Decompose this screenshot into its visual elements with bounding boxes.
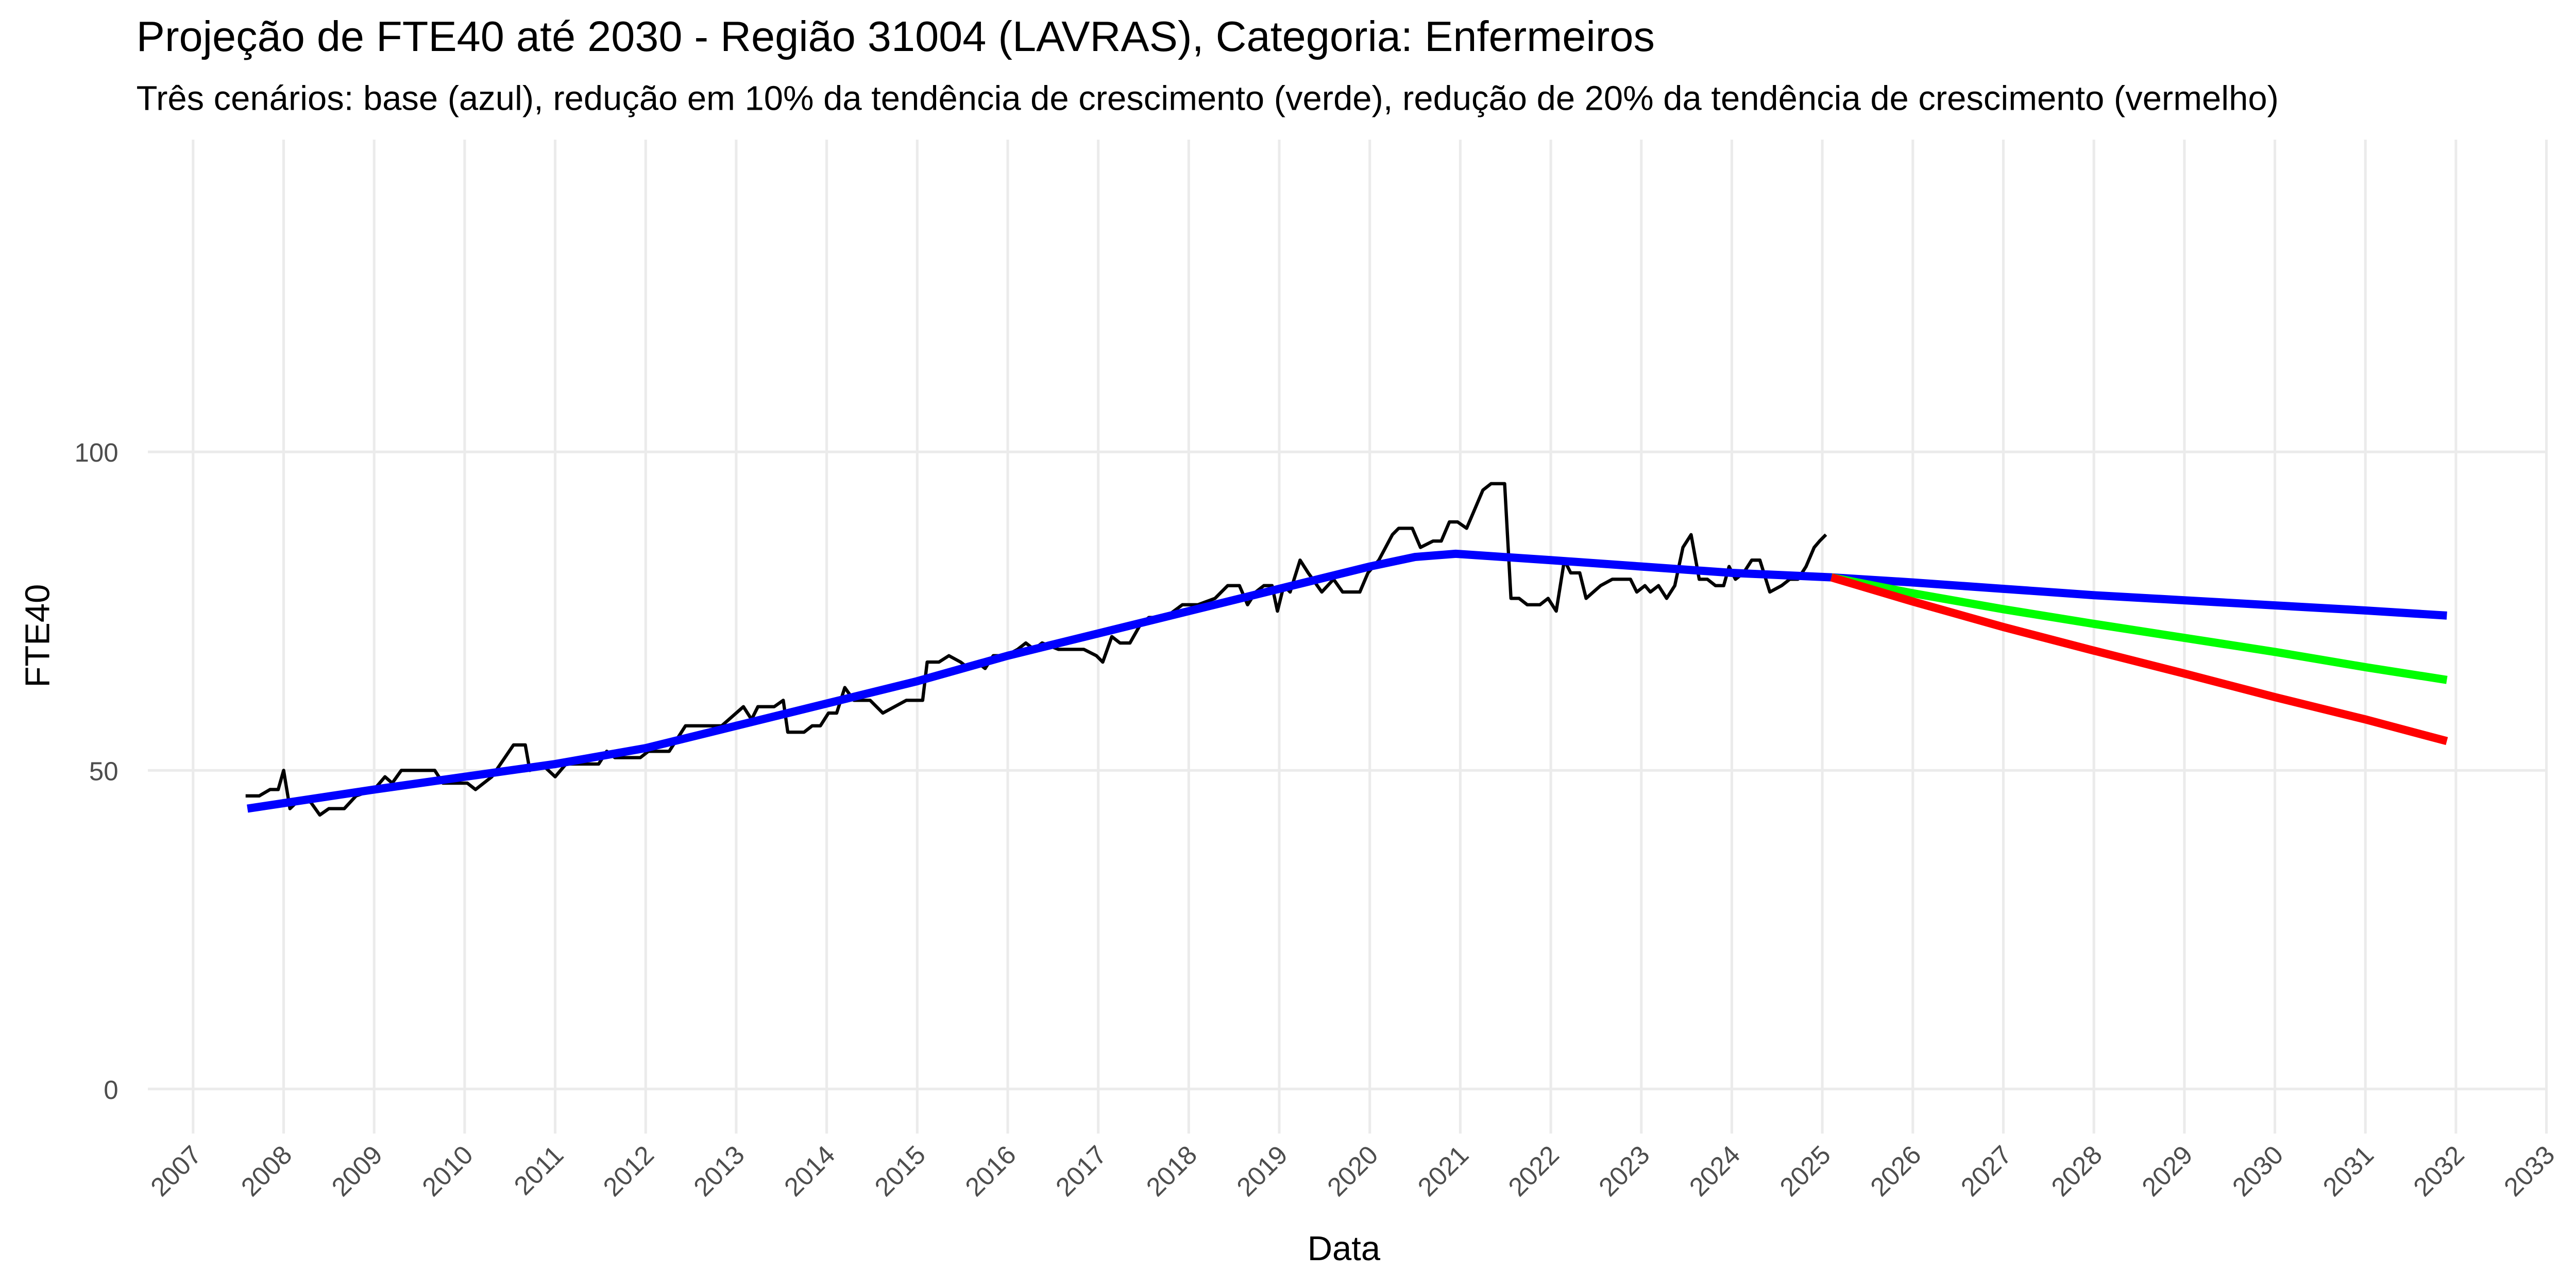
x-tick-label: 2026 xyxy=(1865,1140,1927,1202)
x-tick-label: 2017 xyxy=(1050,1140,1112,1202)
x-tick-label: 2013 xyxy=(688,1140,750,1202)
x-tick-label: 2027 xyxy=(1955,1140,2018,1202)
x-axis-label: Data xyxy=(1308,1229,1381,1268)
y-tick-label: 100 xyxy=(74,438,118,467)
x-tick-label: 2008 xyxy=(235,1140,298,1202)
x-tick-label: 2014 xyxy=(778,1140,841,1202)
x-tick-label: 2009 xyxy=(326,1140,388,1202)
y-tick-label: 0 xyxy=(104,1075,118,1105)
chart-title: Projeção de FTE40 até 2030 - Região 3100… xyxy=(137,12,1655,60)
x-tick-label: 2032 xyxy=(2408,1140,2470,1202)
x-tick-label: 2024 xyxy=(1684,1140,1746,1202)
chart-subtitle: Três cenários: base (azul), redução em 1… xyxy=(137,79,2279,118)
x-tick-label: 2015 xyxy=(869,1140,931,1202)
x-tick-label: 2030 xyxy=(2227,1140,2289,1202)
x-tick-label: 2029 xyxy=(2136,1140,2198,1202)
plot-area xyxy=(245,482,2448,817)
x-tick-label: 2019 xyxy=(1231,1140,1293,1202)
series-line xyxy=(1830,573,2448,745)
x-tick-label: 2018 xyxy=(1141,1140,1203,1202)
x-tick-label: 2028 xyxy=(2046,1140,2108,1202)
x-tick-label: 2031 xyxy=(2317,1140,2380,1202)
x-tick-label: 2011 xyxy=(509,1140,569,1200)
y-tick-label: 50 xyxy=(89,756,118,786)
x-tick-label: 2012 xyxy=(598,1140,660,1202)
x-tick-label: 2007 xyxy=(145,1140,207,1202)
x-tick-label: 2021 xyxy=(1412,1140,1475,1202)
x-tick-label: 2023 xyxy=(1593,1140,1655,1202)
tick-labels: 0 50 100 2007 2008 2009 2010 2011 2012 2013 2014 20… xyxy=(74,438,2560,1202)
x-tick-label: 2022 xyxy=(1502,1140,1565,1202)
x-tick-label: 2033 xyxy=(2498,1140,2561,1202)
series-line xyxy=(247,549,2447,813)
x-tick-label: 2016 xyxy=(959,1140,1022,1202)
series-line xyxy=(1831,573,2448,684)
y-axis-label: FTE40 xyxy=(19,584,57,688)
x-tick-label: 2025 xyxy=(1774,1140,1836,1202)
x-tick-label: 2010 xyxy=(416,1140,479,1202)
x-tick-label: 2020 xyxy=(1321,1140,1384,1202)
